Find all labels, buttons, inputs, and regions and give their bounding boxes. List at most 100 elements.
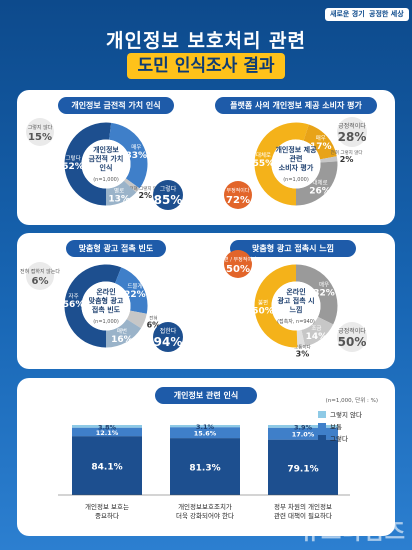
- chart2-slice-3: [295, 161, 338, 206]
- chart2-slice-label-2: 전혀 그렇지 않다: [331, 149, 364, 156]
- chart4-slice-2: [296, 329, 306, 348]
- chart4-callout-right-label: 긍정적이다: [338, 327, 366, 335]
- chart1-slice-2: [123, 178, 140, 193]
- chart3-slice-0: [64, 264, 122, 348]
- legend-swatch-0: [318, 411, 326, 418]
- chart2-slice-0: [254, 122, 309, 206]
- chart1-center-label-0: 개인정보: [93, 145, 119, 154]
- chart4-slice-value-3: 50%: [252, 307, 274, 317]
- chart4-slice-value-1: 14%: [306, 332, 328, 342]
- chart3-callout-right-label: 접한다: [160, 327, 177, 335]
- chart2-center-label-0: 개인정보 제공: [275, 145, 317, 154]
- chart4-center-n: (접촉자, n=940): [277, 318, 315, 325]
- chart3-slice-2: [126, 310, 147, 329]
- chart4-slice-value-0: 32%: [313, 289, 335, 299]
- chart5-title: 개인정보 관련 인식: [155, 387, 257, 404]
- chart1-callout-right-value: 85%: [154, 193, 183, 207]
- bar-2-value-2: 3.9%: [294, 423, 313, 431]
- chart3-center: [81, 281, 131, 331]
- chart1-callout-right: [153, 180, 183, 210]
- chart3-callout-left: [26, 262, 54, 290]
- chart3-slice-label-0: 자주: [69, 292, 79, 300]
- chart2-callout-left-value: 72%: [226, 195, 250, 206]
- chart1-callout-left-label: 그렇지 않다: [28, 124, 53, 131]
- chart4-slice-value-2: 3%: [296, 350, 310, 359]
- bar-2-seg-2: [268, 425, 338, 428]
- chart4-callout-left: [224, 250, 252, 278]
- tag-fair-world: 공정한 세상: [364, 8, 409, 21]
- chart2-center-label-1: 관련: [290, 154, 303, 163]
- chart3-slice-value-1: 22%: [124, 290, 146, 300]
- chart1-slice-label-0: 그렇다: [65, 154, 80, 162]
- bar-2-value-1: 17.0%: [292, 431, 315, 439]
- chart3-center-n: (n=1,000): [93, 319, 119, 325]
- chart4-callout-right-value: 50%: [338, 335, 367, 349]
- chart1-slice-value-2: 2%: [138, 191, 152, 200]
- chart4-slice-1: [300, 316, 334, 347]
- bar-1-value-1: 15.6%: [194, 430, 217, 438]
- chart2-slice-value-2: 2%: [340, 155, 354, 164]
- chart2-slice-label-3: 대체로: [312, 179, 327, 187]
- tag-new-gyeonggi: 새로운 경기: [325, 8, 370, 21]
- chart3-slice-value-0: 56%: [63, 300, 85, 310]
- bar-0-value-1: 12.1%: [96, 429, 119, 437]
- chart4-slice-3: [254, 264, 298, 348]
- chart2-slice-1: [303, 124, 337, 160]
- chart1-slice-label-1: 매우: [131, 143, 141, 151]
- page-title-line1: 개인정보 보호처리 관련: [105, 30, 307, 52]
- chart4-callout-right: [337, 322, 367, 352]
- bar-note: (n=1,000, 단위 : %): [326, 396, 378, 404]
- legend-label-2: 그렇다: [330, 434, 348, 443]
- bar-1-seg-0: [170, 438, 240, 495]
- chart3-callout-left-value: 6%: [32, 276, 49, 287]
- bar-2-category-0: 정부 차원의 개인정보: [274, 502, 332, 511]
- chart4-slice-0: [295, 264, 338, 325]
- chart2-slice-2: [320, 156, 338, 163]
- legend-label-0: 그렇지 않다: [330, 410, 362, 419]
- chart1-center-label-2: 인식: [100, 163, 113, 172]
- chart1-center-label-1: 금전적 가치: [89, 154, 124, 163]
- chart1-slice-value-1: 33%: [126, 151, 148, 161]
- chart1-slice-label-2: 전혀 그렇지 않다: [129, 185, 162, 192]
- chart3-slice-3: [105, 318, 142, 348]
- bar-0-category-1: 중요하다: [95, 511, 119, 520]
- chart4-slice-label-1: 조금: [311, 325, 321, 332]
- chart3-center-label-2: 접촉 빈도: [92, 305, 121, 314]
- chart4-callout-left-label: 불편 / 부정적이다: [219, 256, 256, 263]
- bar-0-seg-2: [72, 425, 142, 428]
- chart4-slice-label-0: 매우: [319, 281, 329, 289]
- chart4-center-label-1: 광고 접촉 시: [277, 296, 314, 305]
- chart1-slice-3: [105, 180, 137, 206]
- chart2-center: [271, 139, 321, 189]
- chart1-slice-0: [64, 122, 112, 206]
- chart2-title: 플랫폼 사의 개인정보 제공 소비자 평가: [215, 97, 377, 114]
- bar-0-seg-0: [72, 436, 142, 495]
- chart2-slice-label-0: 대체로: [256, 151, 271, 159]
- chart3-slice-label-3: 매번: [117, 327, 127, 335]
- chart3-slice-label-2: 전혀: [149, 314, 157, 321]
- chart4-slice-label-3: 불편: [258, 299, 268, 307]
- bar-0-value-0: 84.1%: [91, 463, 122, 473]
- chart2-slice-value-0: 55%: [253, 159, 275, 169]
- chart1-slice-label-3: 별로: [114, 186, 124, 194]
- legend-swatch-1: [318, 423, 326, 430]
- bar-0-value-2: 3.8%: [98, 423, 117, 431]
- chart3-center-label-1: 맞춤형 광고: [89, 296, 124, 305]
- bar-1-seg-2: [170, 425, 240, 428]
- chart3-slice-value-2: 6%: [147, 320, 161, 329]
- chart4-center-label-0: 온라인: [286, 287, 305, 296]
- bar-1-category-1: 더욱 강화되어야 한다: [176, 511, 234, 520]
- chart3-callout-left-label: 전혀 접하지 않는다: [20, 268, 60, 275]
- chart1-title: 개인정보 금전적 가치 인식: [58, 97, 174, 114]
- bar-2-seg-1: [268, 427, 338, 440]
- bar-2-value-0: 79.1%: [287, 464, 318, 474]
- bar-0-category-0: 개인정보 보호는: [85, 502, 129, 511]
- chart4-title: 맞춤형 광고 접촉시 느낌: [230, 240, 356, 257]
- bar-0-seg-1: [72, 427, 142, 437]
- bar-1-seg-1: [170, 427, 240, 439]
- bar-1-value-2: 3.1%: [196, 423, 215, 431]
- bar-2-category-1: 관련 대책이 필요하다: [274, 511, 332, 520]
- bar-1-value-0: 81.3%: [189, 464, 220, 474]
- chart2-callout-right-label: 긍정적이다: [338, 122, 366, 130]
